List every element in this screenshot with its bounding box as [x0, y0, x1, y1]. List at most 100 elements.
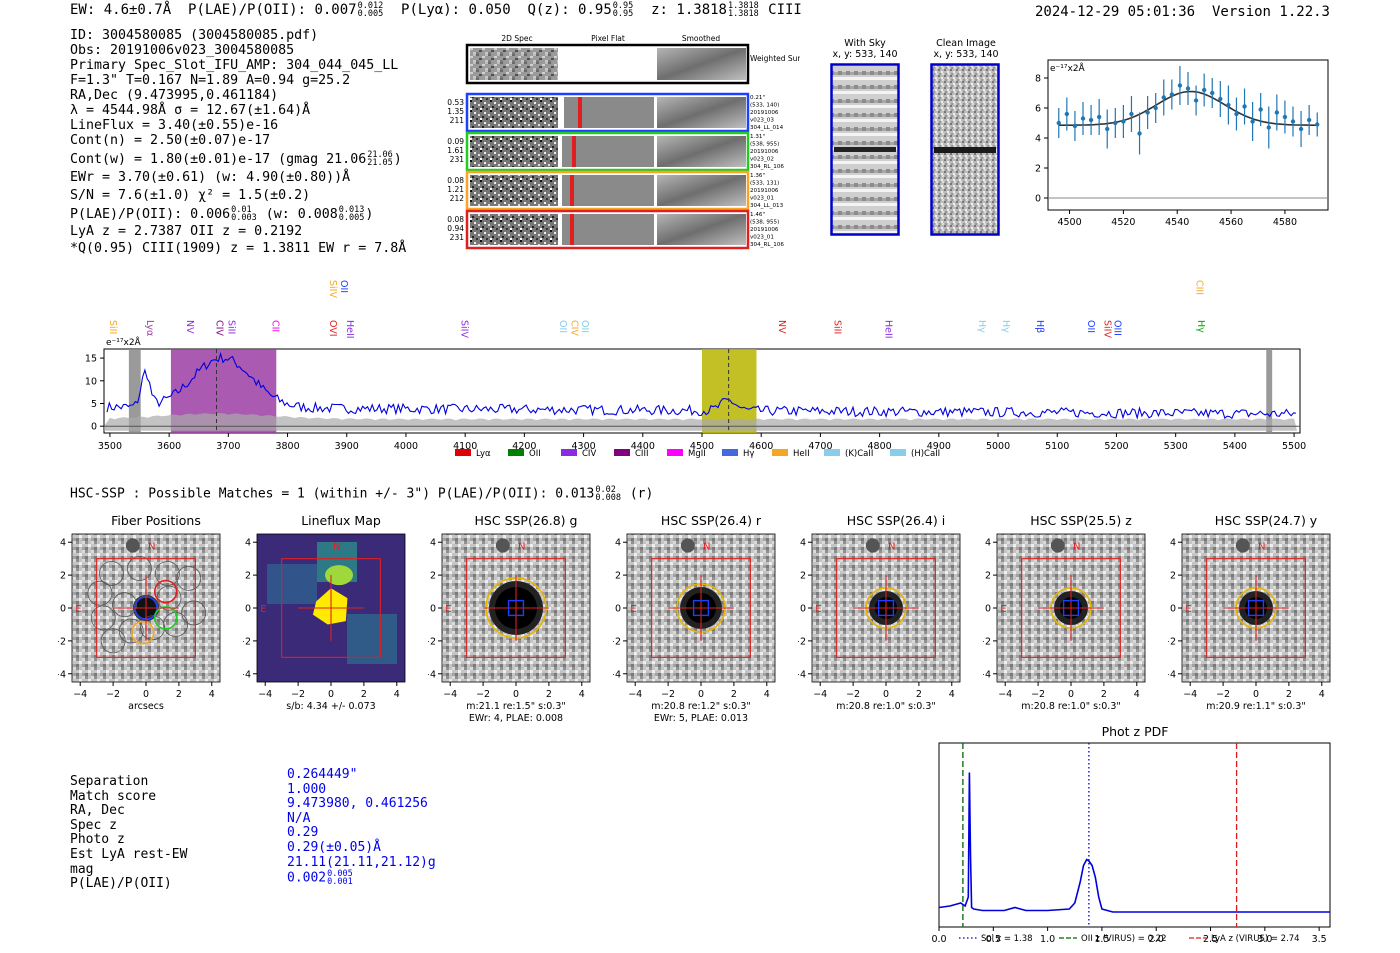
compass-east: E [630, 604, 636, 615]
spectrum-xtick-label: 4900 [927, 441, 951, 452]
line-fit-point [1153, 105, 1158, 111]
spectrum-line-label: CII [270, 320, 281, 332]
header-plae-lo: 0.005 [357, 9, 384, 19]
hsc-caption-1: m:20.8 re:1.0" s:0.3" [1021, 701, 1121, 712]
header-ew: EW: 4.6±0.7Å [70, 2, 172, 18]
legend-swatch [722, 449, 738, 456]
hsc-xtick-label: 2 [1286, 689, 1292, 700]
line-fit-point [1080, 116, 1086, 121]
hsc-xtick-label: 2 [916, 689, 922, 700]
spectrum-ytick-label: 0 [91, 422, 97, 433]
hsc-ytick-label: 2 [245, 571, 251, 582]
spectrum-xtick-label: 4400 [631, 441, 655, 452]
header-summary: EW: 4.6±0.7Å P(LAE)/P(OII): 0.0070.012 0.… [70, 2, 802, 19]
match-radec: 9.473980, 0.461256 [287, 796, 428, 812]
hsc-ytick-label: 4 [800, 538, 806, 549]
hsc-ytick-label: 0 [1170, 604, 1176, 615]
line-fit-point [1096, 114, 1102, 120]
spectrum-xtick-label: 4000 [394, 441, 418, 452]
neighbor-source [680, 538, 695, 553]
spectrum-line-label: SiII [225, 320, 236, 334]
spectrum-xtick-label: 5500 [1282, 441, 1306, 452]
photz-marks: 0.0 0.5 1.0 1.5 2.0 2.5 3.0 3.5 Sol z = 1.38 OII … [931, 743, 1330, 945]
hsc-ytick-label: 2 [60, 571, 66, 582]
search-box [1021, 558, 1121, 658]
info-sn: S/N = 7.6(±1.0) χ² = 1.5(±0.2) [70, 188, 311, 203]
line-fit-ytick-label: 8 [1035, 74, 1041, 85]
line-fit-point [1072, 123, 1078, 129]
spectrum-xtick-label: 5000 [986, 441, 1010, 452]
spectrum-legend: Lyα OII CIV CIII MgII Hγ HeII (K)CaII (H)CaII [455, 449, 940, 459]
weighted-label: Weighted Sum [750, 54, 800, 63]
spectrum-highlight-region [128, 349, 141, 433]
clean-xy: x, y: 533, 140 [933, 49, 999, 60]
cutout-row-l3: 211 [450, 116, 465, 125]
neighbor-source [495, 538, 510, 553]
hsc-xtick-label: 0 [1068, 689, 1074, 700]
detection-box [1062, 599, 1080, 617]
cutout-row-flat [562, 175, 655, 206]
with-sky-trace [834, 147, 896, 152]
match-plae-line: 0.0020.005 0.001 [287, 870, 436, 887]
search-box [96, 558, 196, 658]
line-fit-point [1193, 98, 1199, 103]
spectrum-line-label: OII [1085, 320, 1096, 333]
hsc-header-band: (r) [629, 486, 654, 502]
spectrum-xtick-label: 5400 [1223, 441, 1247, 452]
hsc-ytick-label: −4 [58, 669, 66, 680]
line-fit-chart: e⁻¹⁷x2Å 4500 4520 4540 4560 4580 0 2 4 6 8 [1035, 59, 1329, 228]
cutout-row-divider [654, 97, 657, 128]
photz-legend-label: LyA z (VIRUS) = 2.74 [1211, 934, 1300, 944]
cutout-row-divider [654, 175, 657, 206]
with-sky-label: With Sky [844, 38, 886, 49]
hsc-header-lo: 0.008 [595, 493, 621, 503]
compass-east: E [815, 604, 821, 615]
header-plae: P(LAE)/P(OII): 0.007 [188, 2, 357, 18]
cutout-row-r5: 304_RL_106 [750, 164, 784, 170]
hsc-xtick-label: 2 [546, 689, 552, 700]
line-fit-ylabel: e⁻¹⁷x2Å [1050, 62, 1086, 74]
cutout-row-smooth [657, 175, 746, 206]
hsc-ytick-label: 2 [430, 571, 436, 582]
line-fit-xtick-label: 4580 [1273, 217, 1297, 228]
hsc-panel-svg: N E −4 −4 −2 −2 0 0 2 2 4 4 m:21.1 re:1.5" s:0.3"EWr… [428, 533, 591, 724]
legend-label: (K)CaII [845, 449, 873, 459]
search-box [651, 558, 751, 658]
match-label-1: Match score [70, 788, 157, 804]
photz-xtick-label: 0.5 [986, 934, 1001, 945]
photz-xtick-label: 3.5 [1312, 934, 1327, 945]
hsc-xtick-label: −4 [813, 689, 827, 700]
spectrum-ytick-label: 10 [85, 376, 97, 387]
spectrum-line-label: OII [557, 320, 568, 333]
match-label-3: Spec z [70, 817, 117, 833]
line-fit-point [1177, 83, 1183, 88]
spectrum-line-label: CIV [213, 320, 224, 336]
neighbor-source [865, 538, 880, 553]
hsc-ytick-label: −4 [428, 669, 436, 680]
match-plae: 0.002 [287, 870, 327, 886]
photz-curve [938, 772, 1330, 913]
neighbor-source [1235, 538, 1250, 553]
detection-info: ID: 3004580085 (3004580085.pdf) Obs: 201… [70, 28, 406, 256]
spectrum-line-label: NV [776, 320, 787, 334]
fiber-circle [154, 561, 180, 586]
line-fit-point [1298, 126, 1304, 132]
hsc-xtick-label: −4 [998, 689, 1012, 700]
line-fit-point [1105, 126, 1110, 132]
cutout-row-r3: 20191006 [750, 149, 779, 155]
hsc-ytick-label: −2 [798, 636, 806, 647]
detection-box [507, 599, 525, 617]
detection-box [1247, 599, 1265, 617]
hsc-ytick-label: −4 [613, 669, 621, 680]
compass-east: E [445, 604, 451, 615]
hsc-ytick-label: −2 [243, 636, 251, 647]
fiber-quaternary [130, 620, 155, 645]
info-contw-line: Cont(w) = 1.80(±0.01)e-17 (gmag 21.0621.… [70, 151, 406, 168]
spectrum-xtick-label: 3900 [335, 441, 359, 452]
neighbor-source [1050, 538, 1065, 553]
cutout-row-r2: (538, 955) [750, 220, 779, 226]
line-fit-xtick-label: 4560 [1219, 217, 1243, 228]
info-lambda: λ = 4544.98Å σ = 12.67(±1.64)Å [70, 103, 311, 118]
cutout-row-r2: (533, 140) [750, 103, 779, 109]
spectrum-xtick-label: 5300 [1164, 441, 1188, 452]
